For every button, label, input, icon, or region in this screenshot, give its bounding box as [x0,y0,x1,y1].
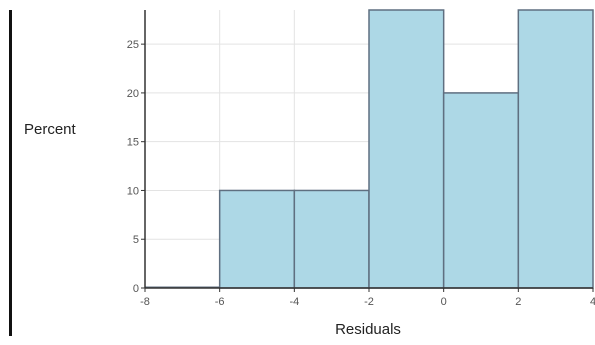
axes [141,10,594,292]
x-tick-label: -6 [215,296,225,308]
histogram-bar [517,9,594,289]
x-tick-label: 2 [515,296,521,308]
left-border-bar [9,10,12,336]
x-tick-label: 4 [590,296,595,308]
histogram-bar [442,92,520,289]
x-tick-labels: -8 -6 -4 -2 0 2 4 [140,296,595,308]
y-tick-label: 10 [127,185,139,197]
x-tick-label: -2 [364,296,374,308]
x-axis-title: Residuals [335,321,401,338]
y-tick-label: 5 [133,234,139,246]
x-tick-label: -8 [140,296,150,308]
y-tick-label: 0 [133,283,139,295]
y-tick-label: 15 [127,137,139,149]
histogram-bar [368,9,445,289]
y-tick-label: 25 [127,39,139,51]
y-tick-label: 20 [127,88,139,100]
histogram-bar [293,189,370,289]
histogram-bar [218,189,296,289]
y-tick-labels: 0 5 10 15 20 25 [127,39,139,295]
y-axis-title: Percent [24,121,77,138]
x-tick-label: 0 [441,296,447,308]
histogram-bars [145,9,594,289]
x-tick-label: -4 [289,296,299,308]
